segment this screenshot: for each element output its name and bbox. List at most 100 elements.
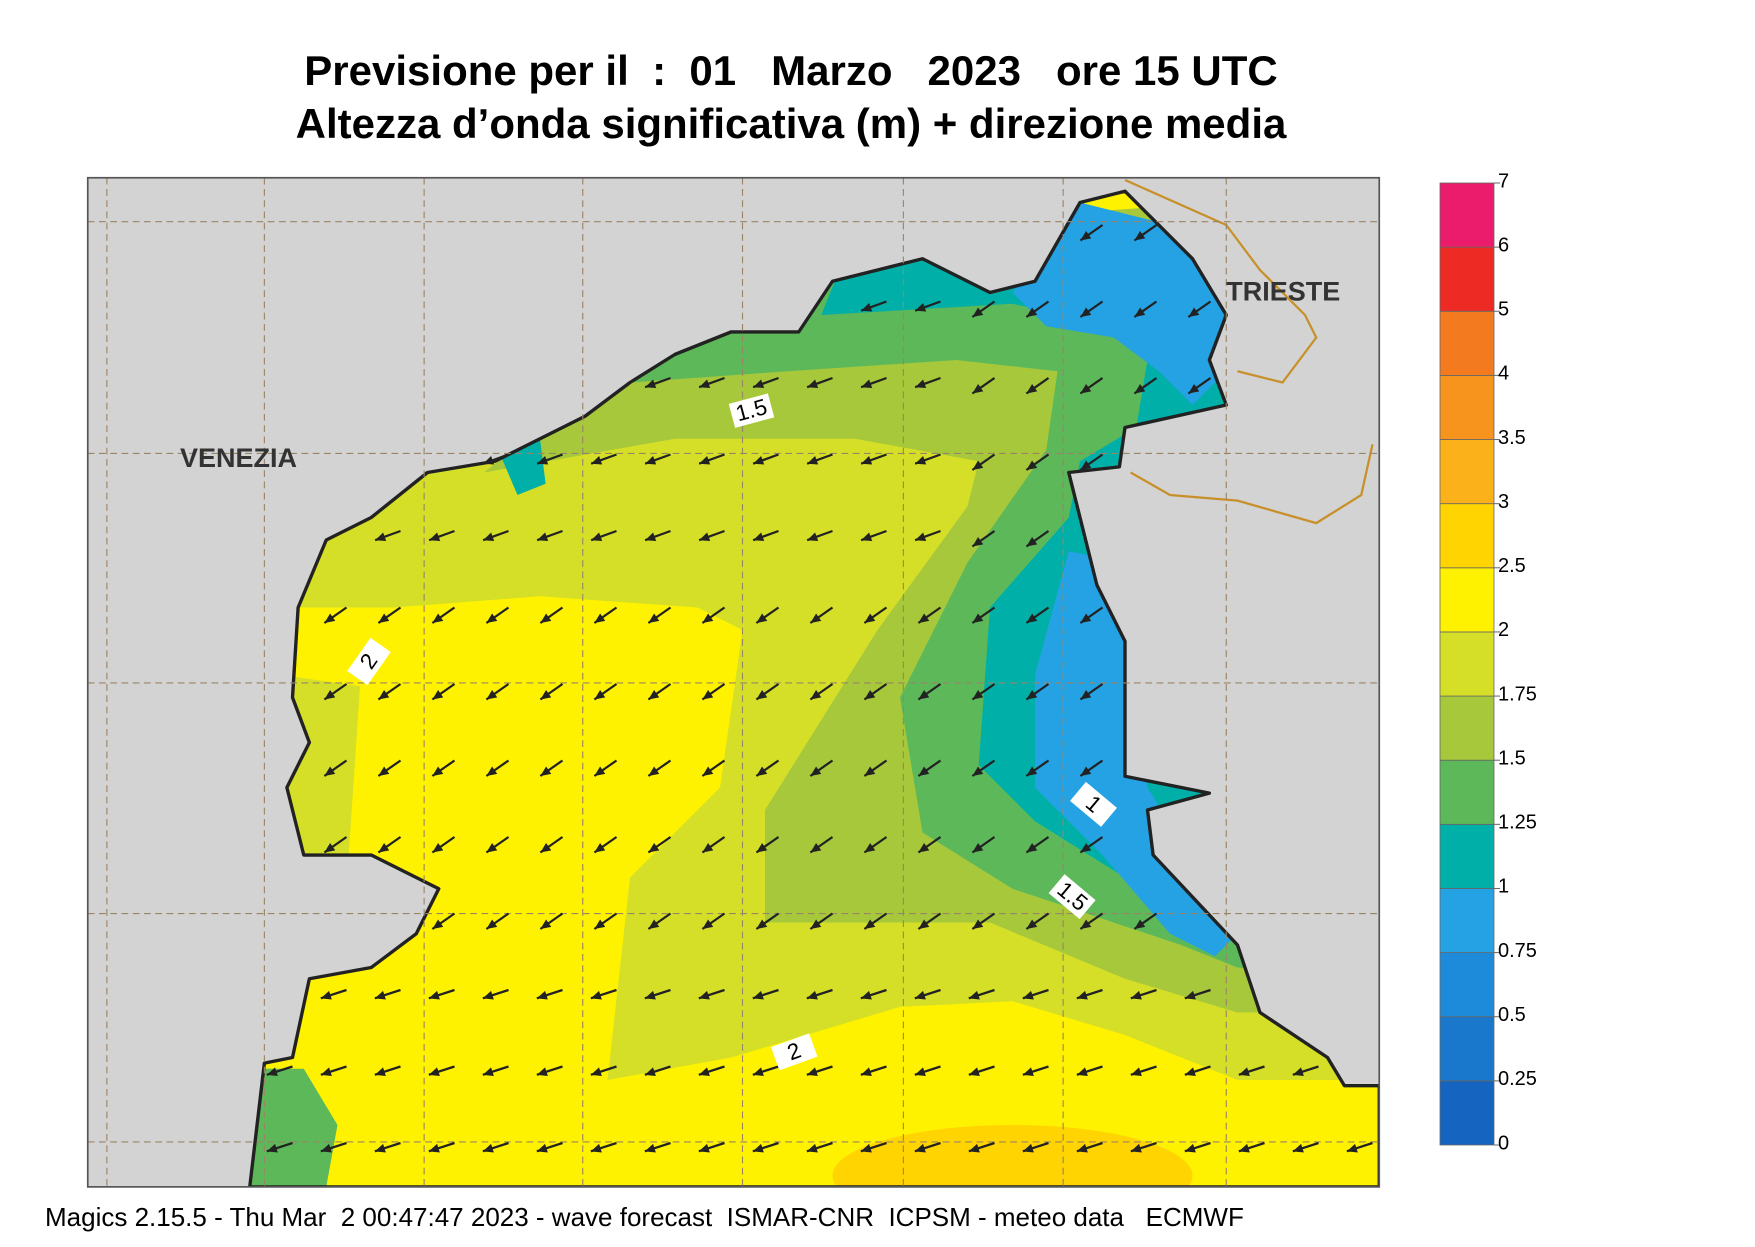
arrow-head — [648, 919, 660, 929]
arrow-head — [1026, 689, 1038, 700]
arrow-head — [864, 689, 876, 700]
arrow-head — [918, 766, 930, 776]
colorbar-box — [1439, 952, 1495, 1018]
arrow-head — [540, 689, 552, 700]
arrow-head — [1134, 383, 1146, 394]
arrow-head — [482, 1143, 494, 1153]
arrow-head — [1188, 383, 1200, 394]
arrow-head — [699, 456, 711, 465]
arrow-head — [810, 766, 822, 776]
arrow-head — [1026, 919, 1038, 929]
arrow-head — [1080, 383, 1092, 394]
arrow-head — [972, 613, 984, 623]
arrow-head — [1184, 1143, 1196, 1153]
arrow-head — [324, 689, 336, 700]
arrow-head — [540, 613, 552, 623]
arrow-head — [806, 1143, 818, 1153]
arrow-head — [968, 990, 980, 1000]
arrow-head — [1080, 460, 1092, 470]
contour-label: 1 — [1070, 781, 1117, 827]
arrow-head — [699, 532, 711, 542]
colorbar-tick-label: 0.25 — [1498, 1068, 1537, 1090]
arrow-head — [756, 919, 768, 929]
title-line-1: Previsione per il : 01 Marzo 2023 ore 15… — [304, 47, 1277, 94]
arrow-head — [486, 919, 498, 929]
arrow-head — [807, 532, 819, 542]
arrow-head — [1026, 613, 1038, 623]
contour-label: 2 — [347, 637, 391, 686]
place-label: TRIESTE — [1226, 276, 1340, 306]
arrow-head — [972, 383, 984, 394]
arrow-head — [324, 613, 336, 623]
arrow-head — [972, 766, 984, 776]
arrow-head — [1134, 919, 1146, 929]
arrow-head — [1022, 1067, 1034, 1076]
arrow-head — [483, 532, 495, 542]
arrow-head — [540, 766, 552, 776]
arrow-head — [536, 1143, 548, 1153]
arrow-head — [378, 766, 390, 776]
arrow-head — [1080, 919, 1092, 929]
arrow-head — [482, 990, 494, 1000]
arrow-head — [486, 842, 498, 853]
arrow-head — [864, 613, 876, 623]
arrow-head — [860, 1067, 872, 1076]
contour-label-box — [1070, 781, 1117, 827]
arrow-head — [972, 307, 984, 317]
arrow-head — [378, 613, 390, 623]
arrow-head — [374, 1067, 386, 1076]
arrow-head — [1076, 990, 1088, 1000]
arrow-head — [1292, 1143, 1304, 1153]
arrow-head — [972, 460, 984, 470]
arrow-head — [861, 532, 873, 542]
contour-label-box — [347, 637, 391, 686]
arrow-head — [860, 990, 872, 1000]
colorbar-box — [1439, 182, 1495, 248]
arrow-head — [918, 842, 930, 853]
arrow-head — [1130, 1067, 1142, 1076]
arrow-head — [864, 842, 876, 853]
arrow-head — [915, 379, 927, 389]
arrow-head — [756, 842, 768, 853]
colorbar-tick-label: 1.25 — [1498, 812, 1537, 834]
arrow-head — [1188, 307, 1200, 317]
arrow-head — [918, 613, 930, 623]
arrow-head — [914, 1067, 926, 1076]
arrow-head — [1080, 766, 1092, 776]
arrow-head — [702, 689, 714, 700]
coastline — [248, 189, 1380, 1187]
arrow-head — [320, 990, 332, 1000]
colorbar-tick-label: 1.5 — [1498, 747, 1526, 769]
colorbar-box — [1439, 439, 1495, 505]
colorbar-tick-label: 7 — [1498, 170, 1509, 192]
arrow-head — [266, 1067, 278, 1076]
arrow-head — [648, 766, 660, 776]
colorbar-tick-label: 3 — [1498, 491, 1509, 513]
arrow-head — [698, 1143, 710, 1153]
arrow-head — [648, 613, 660, 623]
arrow-head — [648, 842, 660, 853]
arrow-head — [702, 613, 714, 623]
arrow-head — [374, 990, 386, 1000]
arrow-head — [428, 990, 440, 1000]
arrow-head — [702, 842, 714, 853]
arrow-head — [591, 532, 603, 542]
arrow-head — [1080, 613, 1092, 623]
arrow-head — [536, 990, 548, 1000]
arrow-head — [432, 689, 444, 700]
arrow-head — [915, 303, 927, 312]
arrow-head — [648, 689, 660, 700]
arrow-head — [1134, 230, 1146, 241]
colorbar-tick-label: 3.5 — [1498, 427, 1526, 449]
arrow-head — [1026, 383, 1038, 394]
arrow-head — [537, 456, 549, 465]
arrow-head — [753, 532, 765, 542]
arrow-head — [1076, 1067, 1088, 1076]
arrow-head — [1134, 307, 1146, 317]
arrow-head — [324, 766, 336, 776]
arrow-head — [860, 1143, 872, 1153]
arrow-head — [432, 842, 444, 853]
arrow-head — [645, 379, 657, 389]
